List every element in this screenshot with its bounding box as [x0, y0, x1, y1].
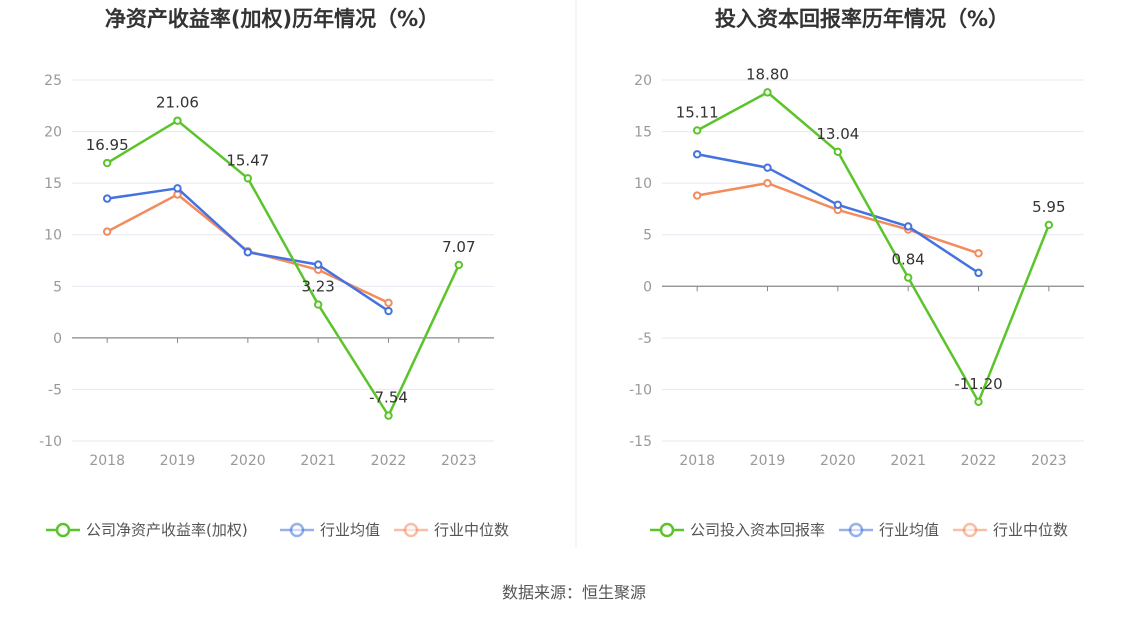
chart-roic: 投入资本回报率历年情况（%） 20 15 10 5 0 -5 -10 -15 2018 2019 20…	[629, 7, 1084, 539]
y-tick-label: 15	[634, 125, 652, 141]
data-point	[692, 191, 702, 200]
y-tick-label: 5	[53, 279, 62, 295]
data-label: 21.06	[156, 94, 199, 112]
y-tick-label: -10	[629, 382, 652, 398]
data-point	[974, 249, 983, 258]
data-label: 15.47	[226, 151, 269, 169]
data-point	[313, 260, 323, 269]
data-label: 5.95	[1032, 198, 1065, 216]
legend-label: 行业中位数	[434, 521, 509, 539]
legend-label: 行业均值	[320, 521, 380, 539]
x-tick-label: 2019	[160, 453, 196, 469]
data-point	[243, 174, 253, 183]
data-point	[763, 88, 772, 97]
data-point	[692, 126, 702, 135]
x-tick-label: 2020	[230, 453, 266, 469]
legend-label: 行业中位数	[993, 521, 1068, 539]
data-point	[454, 260, 464, 270]
data-point	[384, 298, 393, 307]
y-tick-label: 20	[44, 125, 62, 141]
legend-marker	[962, 522, 978, 538]
x-tick-label: 2022	[961, 453, 997, 469]
y-tick-label: 5	[643, 228, 652, 244]
data-label: 16.95	[86, 136, 129, 154]
data-point	[763, 178, 772, 188]
x-tick-label: 2018	[679, 453, 715, 469]
data-point	[173, 184, 182, 193]
data-point	[384, 411, 393, 420]
data-point	[173, 116, 182, 125]
y-tick-label: -5	[638, 331, 652, 347]
data-point	[313, 300, 323, 309]
x-tick-label: 2021	[890, 453, 926, 469]
chart-roe: 净资产收益率(加权)历年情况（%） 25 20 15 10 5 0 -5 -10 2018 2019…	[39, 7, 509, 539]
data-point	[974, 397, 983, 407]
y-tick-label: -10	[39, 434, 62, 450]
data-point	[763, 163, 772, 172]
y-tick-label: 20	[634, 73, 652, 89]
y-tick-label: -15	[629, 434, 652, 450]
y-tick-label: 25	[44, 73, 62, 89]
data-label: 7.07	[442, 238, 475, 256]
x-tick-label: 2023	[1031, 453, 1067, 469]
series-line	[696, 181, 979, 255]
y-tick-label: -5	[48, 382, 62, 398]
x-tick-label: 2018	[89, 453, 125, 469]
series-line	[106, 119, 460, 417]
data-label: -7.54	[369, 389, 408, 407]
data-point	[903, 222, 913, 231]
y-tick-label: 15	[44, 176, 62, 192]
chart-title: 净资产收益率(加权)历年情况（%）	[105, 7, 439, 31]
data-point	[833, 147, 843, 156]
data-point	[974, 268, 983, 278]
data-point	[1044, 220, 1054, 230]
y-tick-label: 10	[44, 228, 62, 244]
legend-marker	[848, 522, 864, 538]
data-label: 15.11	[676, 103, 719, 121]
legend-marker	[403, 522, 419, 538]
x-tick-label: 2022	[371, 453, 407, 469]
y-tick-label: 0	[53, 331, 62, 347]
legend-label: 公司净资产收益率(加权)	[86, 521, 248, 539]
data-label: -11.20	[954, 375, 1002, 393]
x-tick-label: 2019	[750, 453, 786, 469]
data-point	[243, 248, 253, 257]
data-label: 3.23	[301, 278, 334, 296]
legend-marker	[55, 522, 71, 538]
legend-marker	[289, 522, 305, 538]
data-point	[102, 227, 112, 236]
x-tick-label: 2021	[300, 453, 336, 469]
data-point	[692, 150, 702, 159]
data-label: 18.80	[746, 65, 789, 83]
data-point	[833, 200, 843, 210]
data-point	[102, 158, 112, 168]
data-label: 0.84	[891, 251, 924, 269]
y-tick-label: 10	[634, 176, 652, 192]
data-point	[903, 273, 913, 282]
chart-title: 投入资本回报率历年情况（%）	[715, 7, 1009, 31]
series-line	[696, 91, 1050, 404]
legend-label: 行业均值	[879, 521, 939, 539]
legend-marker	[659, 522, 675, 538]
x-tick-label: 2023	[441, 453, 477, 469]
data-source: 数据来源：恒生聚源	[502, 583, 646, 602]
x-tick-label: 2020	[820, 453, 856, 469]
data-point	[384, 306, 393, 316]
y-tick-label: 0	[643, 279, 652, 295]
data-point	[102, 194, 112, 203]
data-label: 13.04	[816, 125, 859, 143]
legend-label: 公司投入资本回报率	[690, 521, 825, 539]
